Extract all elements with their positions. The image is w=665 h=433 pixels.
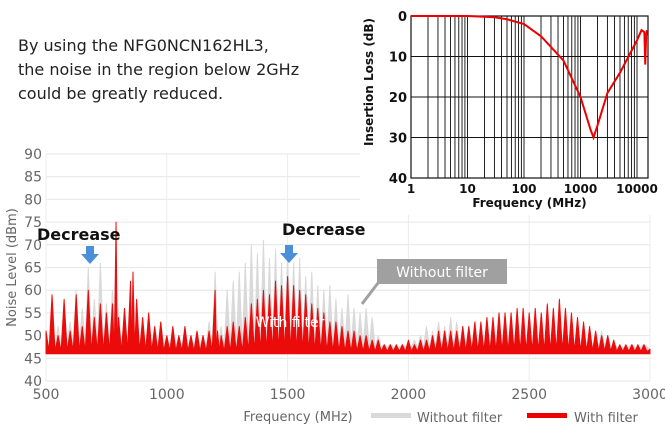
x-tick-label: 1500 — [270, 387, 306, 403]
x-tick-label: 2500 — [511, 387, 547, 403]
intro-line-1: By using the NFG0NCN162HL3, — [18, 36, 269, 55]
y-tick-label: 90 — [24, 147, 42, 163]
y-tick-label: 60 — [24, 283, 42, 299]
label-with-filter: With filter — [256, 315, 325, 331]
callout-without-filter: Without filter — [396, 265, 488, 281]
intro-line-3: could be greatly reduced. — [18, 84, 224, 103]
x-tick-label: 3000 — [632, 387, 665, 403]
inset-y-tick-label: 30 — [389, 132, 407, 147]
inset-plot-frame — [410, 15, 649, 179]
y-tick-label: 75 — [24, 215, 42, 231]
x-axis-label: Frequency (MHz) — [243, 410, 352, 425]
x-tick-label: 2000 — [391, 387, 427, 403]
y-tick-label: 50 — [24, 329, 42, 345]
callout-without-filter-box — [377, 259, 507, 284]
inset-y-tick-label: 20 — [389, 91, 407, 106]
legend-swatch-without-filter — [371, 413, 411, 418]
inset-x-tick-label: 10 — [459, 182, 476, 196]
inset-y-axis-label: Insertion Loss (dB) — [362, 18, 376, 146]
y-tick-label: 45 — [24, 351, 42, 367]
intro-text: By using the NFG0NCN162HL3, the noise in… — [18, 34, 299, 106]
inset-x-axis-label: Frequency (MHz) — [472, 196, 586, 210]
series-with-filter — [45, 221, 651, 355]
y-tick-label: 40 — [24, 374, 42, 390]
inset-x-tick-label: 1000 — [564, 182, 597, 196]
y-tick-label: 55 — [24, 306, 42, 322]
inset-x-tick-label: 100 — [511, 182, 536, 196]
down-arrow-icon — [81, 246, 99, 264]
y-tick-label: 80 — [24, 192, 42, 208]
annotation-decrease-2: Decrease — [282, 220, 366, 239]
x-tick-label: 500 — [33, 387, 60, 403]
inset-y-tick-label: 0 — [398, 10, 407, 25]
legend-label-with-filter: With filter — [574, 411, 639, 426]
inset-y-tick-label: 10 — [389, 51, 407, 66]
y-tick-label: 85 — [24, 170, 42, 186]
callout-pointer — [360, 282, 380, 305]
down-arrow-icon — [280, 245, 298, 263]
y-tick-label: 65 — [24, 261, 42, 277]
y-axis-label: Noise Level (dBm) — [5, 208, 20, 327]
intro-line-2: the noise in the region below 2GHz — [18, 60, 300, 79]
inset-y-tick-label: 40 — [389, 172, 407, 187]
y-tick-label: 70 — [24, 238, 42, 254]
x-tick-label: 1000 — [149, 387, 185, 403]
annotation-decrease-1: Decrease — [37, 225, 121, 244]
inset-x-tick-label: 1 — [407, 182, 415, 196]
legend-swatch-with-filter — [527, 413, 567, 418]
legend-label-without-filter: Without filter — [417, 411, 503, 426]
inset-x-tick-label: 10000 — [616, 182, 658, 196]
